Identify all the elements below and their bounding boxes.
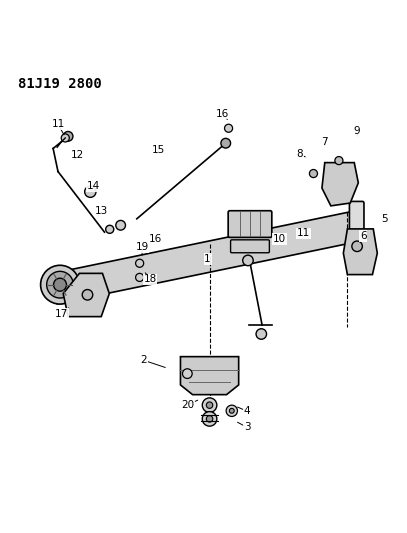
- Circle shape: [352, 241, 362, 252]
- Circle shape: [243, 255, 253, 265]
- Text: 7: 7: [321, 137, 327, 147]
- Circle shape: [82, 289, 93, 300]
- Text: 11: 11: [51, 119, 65, 129]
- Text: 6: 6: [360, 231, 366, 241]
- Circle shape: [116, 221, 125, 230]
- Circle shape: [230, 408, 234, 413]
- Text: 15: 15: [151, 145, 165, 155]
- Circle shape: [206, 402, 213, 408]
- Circle shape: [225, 124, 233, 132]
- Text: 11: 11: [297, 228, 311, 238]
- Polygon shape: [63, 273, 109, 317]
- Text: 16: 16: [216, 109, 230, 119]
- Text: 81J19 2800: 81J19 2800: [18, 77, 101, 91]
- Circle shape: [106, 225, 114, 233]
- Circle shape: [335, 157, 343, 165]
- Circle shape: [256, 329, 267, 340]
- Circle shape: [136, 259, 144, 268]
- Text: 19: 19: [136, 242, 149, 252]
- Circle shape: [206, 416, 213, 422]
- Text: 1: 1: [204, 254, 211, 264]
- Text: 3: 3: [244, 422, 250, 432]
- Circle shape: [63, 132, 73, 141]
- Circle shape: [202, 411, 217, 426]
- Polygon shape: [180, 357, 239, 394]
- FancyBboxPatch shape: [350, 201, 364, 247]
- Circle shape: [54, 278, 66, 291]
- Circle shape: [226, 405, 237, 416]
- Polygon shape: [344, 229, 377, 274]
- Text: 18: 18: [144, 274, 157, 285]
- Circle shape: [47, 271, 73, 298]
- Text: 5: 5: [381, 214, 388, 224]
- Text: 12: 12: [71, 150, 84, 160]
- FancyBboxPatch shape: [228, 211, 272, 237]
- Text: 14: 14: [87, 181, 100, 191]
- Circle shape: [85, 186, 96, 197]
- Circle shape: [221, 139, 231, 148]
- Polygon shape: [322, 163, 358, 206]
- Circle shape: [61, 134, 69, 142]
- Circle shape: [182, 369, 192, 378]
- Text: 16: 16: [149, 234, 162, 244]
- Text: 13: 13: [95, 206, 108, 216]
- Polygon shape: [51, 211, 360, 304]
- Text: 17: 17: [55, 309, 68, 319]
- Text: 10: 10: [273, 234, 286, 244]
- Circle shape: [309, 169, 317, 177]
- Text: 2: 2: [140, 356, 147, 365]
- Circle shape: [202, 398, 217, 413]
- Text: 9: 9: [353, 126, 360, 136]
- Circle shape: [41, 265, 79, 304]
- Text: 20: 20: [181, 400, 194, 410]
- Text: 8: 8: [296, 149, 303, 159]
- Text: 4: 4: [244, 406, 250, 416]
- FancyBboxPatch shape: [231, 240, 269, 253]
- Circle shape: [136, 273, 144, 281]
